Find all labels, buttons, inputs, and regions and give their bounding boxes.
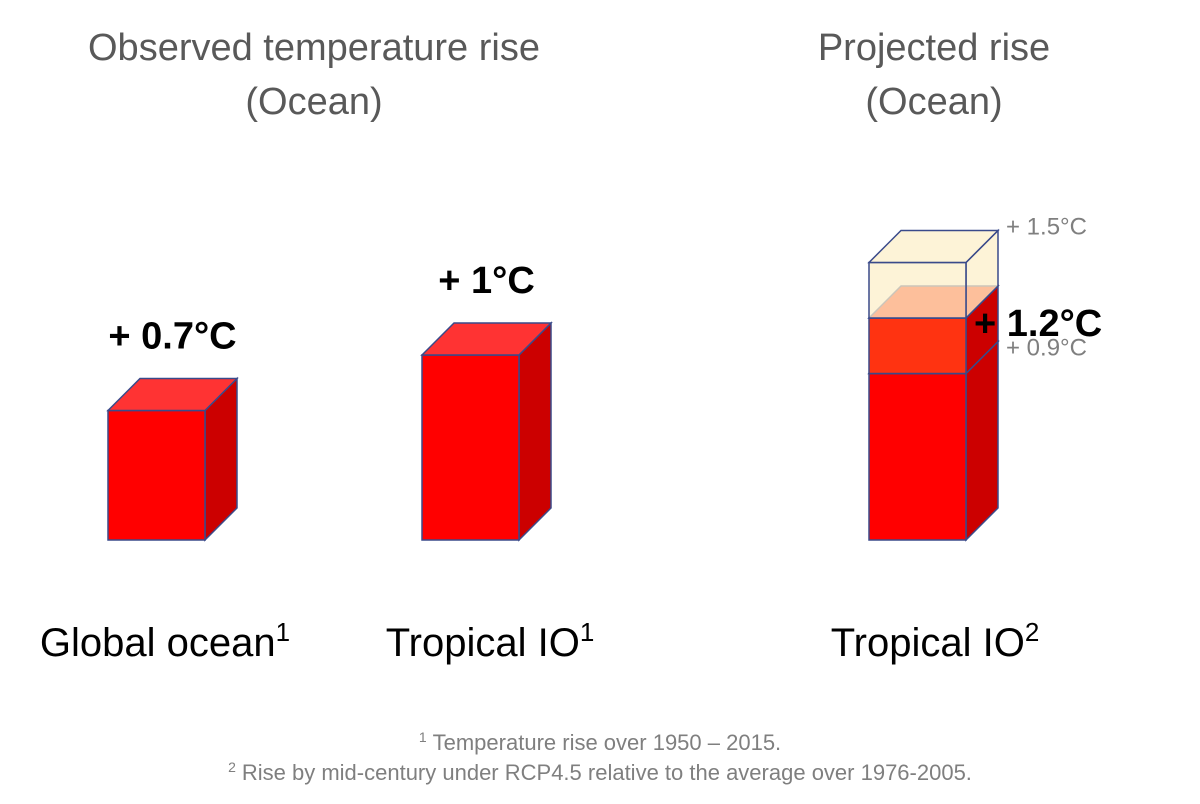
bar-base-side: [965, 339, 999, 542]
group-title: (Ocean): [245, 81, 382, 123]
category-note: 1: [276, 617, 290, 647]
range-label: + 0.9°C: [1006, 335, 1087, 362]
group-title: Projected rise: [818, 27, 1050, 69]
range-box-top: [867, 229, 1000, 264]
value-label: + 1°C: [438, 260, 535, 302]
category-name: Global ocean: [40, 621, 276, 665]
category-name: Tropical IO: [386, 621, 580, 665]
footnote-mark: 2: [228, 759, 236, 775]
bar: [421, 354, 520, 541]
value-label: + 1.2°C: [974, 303, 1102, 345]
bar-base: [868, 372, 967, 541]
category-label: Tropical IO2: [831, 617, 1040, 665]
bar-side: [518, 321, 552, 542]
footnote-text: Temperature rise over 1950 – 2015.: [433, 730, 782, 755]
range-label: + 1.5°C: [1006, 214, 1087, 241]
category-label: Global ocean1: [40, 617, 290, 665]
value-label: + 0.7°C: [108, 316, 236, 358]
group-title: Observed temperature rise: [88, 27, 540, 69]
bar: [107, 409, 206, 541]
bar: [868, 317, 967, 375]
category-name: Tropical IO: [831, 621, 1025, 665]
bar-top: [420, 322, 553, 356]
category-label: Tropical IO1: [386, 617, 595, 665]
category-note: 1: [580, 617, 594, 647]
bar-top: [106, 377, 239, 412]
footnote-text: Rise by mid-century under RCP4.5 relativ…: [242, 760, 972, 785]
footnote-mark: 1: [419, 729, 427, 745]
footnote: 1 Temperature rise over 1950 – 2015.: [419, 729, 781, 755]
category-note: 2: [1025, 617, 1039, 647]
footnote: 2 Rise by mid-century under RCP4.5 relati…: [228, 759, 972, 785]
group-title: (Ocean): [865, 81, 1002, 123]
range-box: [868, 261, 967, 319]
